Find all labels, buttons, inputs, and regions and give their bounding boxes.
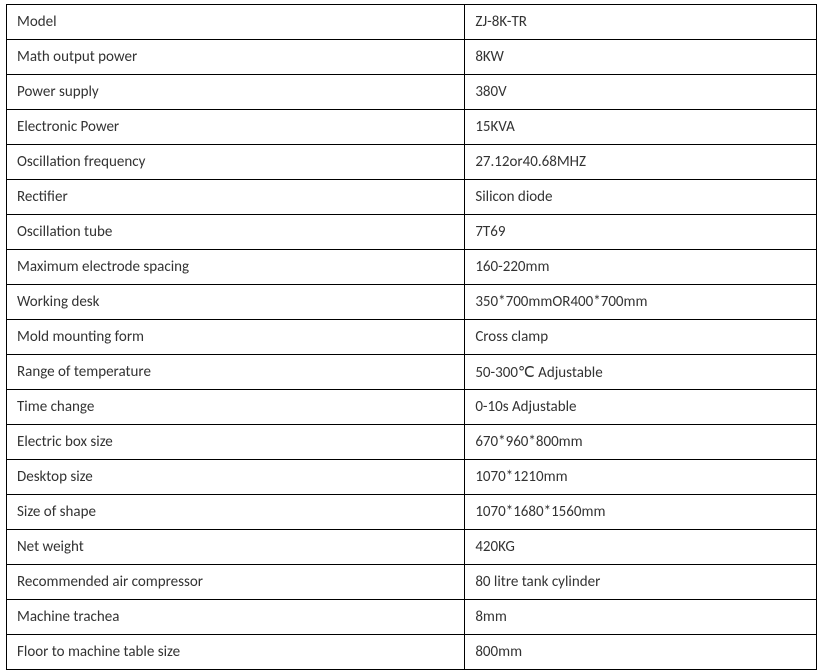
- spec-value: 350*700mmOR400*700mm: [465, 285, 817, 320]
- spec-table: ModelZJ-8K-TRMath output power8KWPower s…: [6, 4, 817, 670]
- spec-label: Range of temperature: [7, 355, 465, 390]
- spec-value: 670*960*800mm: [465, 425, 817, 460]
- table-row: Oscillation frequency27.12or40.68MHZ: [7, 145, 817, 180]
- spec-value: 1070*1680*1560mm: [465, 495, 817, 530]
- spec-label: Electronic Power: [7, 110, 465, 145]
- spec-label: Working desk: [7, 285, 465, 320]
- spec-value: 420KG: [465, 530, 817, 565]
- spec-value: 380V: [465, 75, 817, 110]
- spec-label: Mold mounting form: [7, 320, 465, 355]
- table-row: Recommended air compressor80 litre tank …: [7, 565, 817, 600]
- spec-label: Rectifier: [7, 180, 465, 215]
- spec-value: 0-10s Adjustable: [465, 390, 817, 425]
- table-row: Math output power8KW: [7, 40, 817, 75]
- spec-label: Model: [7, 5, 465, 40]
- spec-label: Machine trachea: [7, 600, 465, 635]
- spec-label: Oscillation frequency: [7, 145, 465, 180]
- spec-label: Desktop size: [7, 460, 465, 495]
- table-row: ModelZJ-8K-TR: [7, 5, 817, 40]
- spec-label: Net weight: [7, 530, 465, 565]
- spec-value: Silicon diode: [465, 180, 817, 215]
- table-row: Range of temperature50-300℃ Adjustable: [7, 355, 817, 390]
- table-row: Working desk350*700mmOR400*700mm: [7, 285, 817, 320]
- table-row: Oscillation tube7T69: [7, 215, 817, 250]
- spec-table-body: ModelZJ-8K-TRMath output power8KWPower s…: [7, 5, 817, 670]
- spec-value: Cross clamp: [465, 320, 817, 355]
- spec-value: 7T69: [465, 215, 817, 250]
- table-row: Floor to machine table size800mm: [7, 635, 817, 670]
- table-row: Time change0-10s Adjustable: [7, 390, 817, 425]
- table-row: Electric box size670*960*800mm: [7, 425, 817, 460]
- table-row: RectifierSilicon diode: [7, 180, 817, 215]
- spec-value: 800mm: [465, 635, 817, 670]
- spec-label: Size of shape: [7, 495, 465, 530]
- spec-value: 27.12or40.68MHZ: [465, 145, 817, 180]
- spec-label: Power supply: [7, 75, 465, 110]
- spec-value: 80 litre tank cylinder: [465, 565, 817, 600]
- spec-label: Recommended air compressor: [7, 565, 465, 600]
- table-row: Desktop size1070*1210mm: [7, 460, 817, 495]
- table-row: Power supply380V: [7, 75, 817, 110]
- spec-label: Floor to machine table size: [7, 635, 465, 670]
- spec-value: 15KVA: [465, 110, 817, 145]
- table-row: Machine trachea8mm: [7, 600, 817, 635]
- spec-value: ZJ-8K-TR: [465, 5, 817, 40]
- table-row: Net weight420KG: [7, 530, 817, 565]
- spec-label: Time change: [7, 390, 465, 425]
- spec-value: 1070*1210mm: [465, 460, 817, 495]
- table-row: Size of shape1070*1680*1560mm: [7, 495, 817, 530]
- spec-label: Electric box size: [7, 425, 465, 460]
- spec-label: Oscillation tube: [7, 215, 465, 250]
- spec-value: 50-300℃ Adjustable: [465, 355, 817, 390]
- spec-label: Maximum electrode spacing: [7, 250, 465, 285]
- spec-value: 8KW: [465, 40, 817, 75]
- table-row: Electronic Power15KVA: [7, 110, 817, 145]
- spec-value: 160-220mm: [465, 250, 817, 285]
- spec-value: 8mm: [465, 600, 817, 635]
- table-row: Maximum electrode spacing160-220mm: [7, 250, 817, 285]
- table-row: Mold mounting formCross clamp: [7, 320, 817, 355]
- spec-label: Math output power: [7, 40, 465, 75]
